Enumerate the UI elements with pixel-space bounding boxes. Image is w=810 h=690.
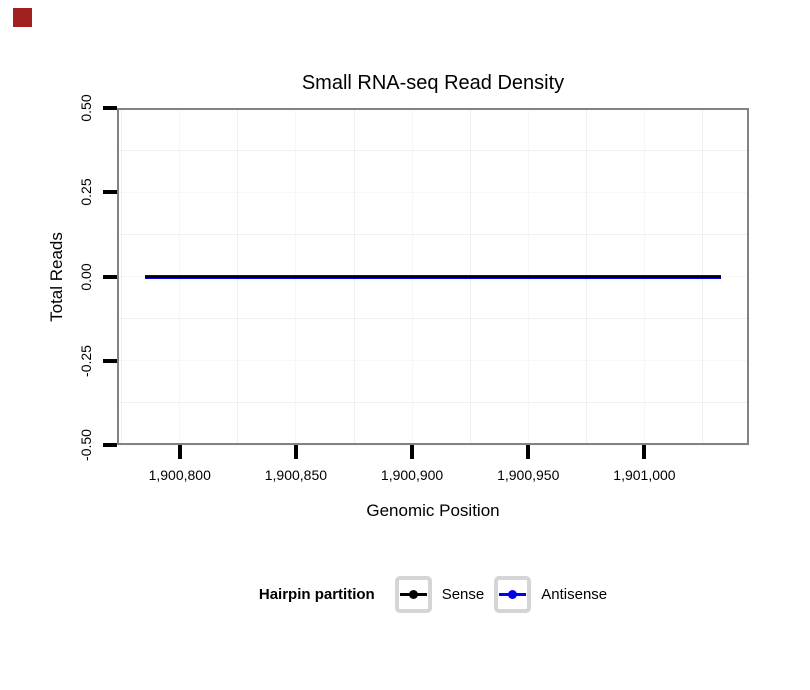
x-tick [526,445,531,459]
y-tick [103,358,117,363]
y-tick [103,443,117,447]
y-tick-label: 0.00 [78,262,94,291]
y-tick-label: -0.25 [78,344,94,377]
legend-key-dot [508,589,518,599]
x-tick-label: 1,900,800 [148,467,211,483]
gridline-minor-y [117,149,749,151]
y-tick-label: -0.50 [78,429,94,461]
y-tick [103,274,117,279]
gridline-major-y [117,444,749,446]
y-tick-label: 0.25 [78,178,94,206]
legend-key-antisense [494,575,532,613]
y-axis-title: Total Reads [47,232,66,322]
x-axis-title: Genomic Position [366,501,500,520]
gridline-major-y [117,360,749,362]
chart-title: Small RNA-seq Read Density [301,72,565,94]
x-tick [293,445,298,459]
y-tick [103,190,117,195]
x-tick-label: 1,900,950 [497,467,560,483]
gridline-minor-y [117,402,749,404]
plot-panel [117,108,749,445]
legend: Hairpin partition Sense Antisense [117,575,749,613]
series-line-sense [144,275,722,278]
x-tick-label: 1,901,000 [613,467,676,483]
y-tick [103,106,117,110]
gridline-minor-y [117,233,749,235]
legend-key-sense [394,575,432,613]
x-tick-label: 1,900,900 [380,467,444,483]
red-square-marker [13,8,32,27]
legend-key-dot [408,589,418,599]
y-tick-label: 0.50 [78,94,94,122]
x-tick-label: 1,900,850 [264,467,328,483]
legend-title: Hairpin partition [258,585,375,603]
legend-label-sense: Sense [441,585,485,603]
gridline-minor-x [121,108,123,445]
x-tick [177,445,182,459]
legend-label-antisense: Antisense [541,585,608,603]
gridline-minor-y [117,318,749,320]
x-tick [410,445,415,459]
x-tick [642,445,647,459]
gridline-major-y [117,191,749,193]
